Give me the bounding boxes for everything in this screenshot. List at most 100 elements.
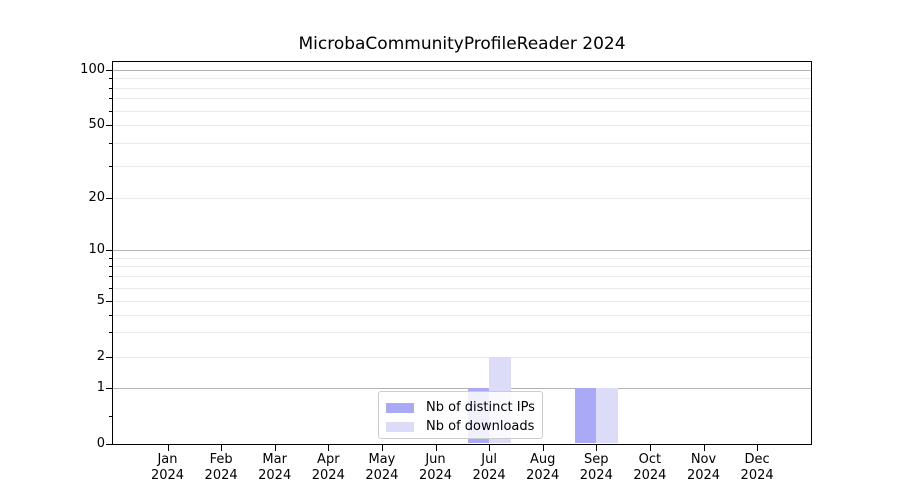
y-minor-tick-60: [109, 110, 112, 112]
bar-nb-of-downloads-sep: [596, 388, 618, 443]
x-tick-label-apr: Apr 2024: [298, 452, 358, 484]
x-tick-label-month: May: [368, 452, 396, 467]
chart-title: MicrobaCommunityProfileReader 2024: [298, 34, 626, 54]
y-tick-label-100: 100: [80, 62, 105, 77]
x-tick-label-mar: Mar 2024: [245, 452, 305, 484]
gridline-y-6: [113, 287, 811, 289]
x-tick-label-year: 2024: [633, 468, 667, 483]
x-tick-label-year: 2024: [686, 468, 721, 483]
y-tick-50: [106, 125, 112, 126]
y-tick-0: [106, 444, 112, 445]
y-minor-tick-70: [109, 98, 112, 100]
gridline-y-30: [113, 165, 811, 167]
x-tick-label-dec: Dec 2024: [727, 452, 787, 484]
y-tick-5: [106, 301, 112, 302]
x-tick-sep: [596, 445, 598, 451]
gridline-y-80: [113, 87, 811, 89]
x-tick-label-month: Nov: [690, 452, 717, 467]
y-minor-tick-9: [109, 257, 112, 259]
x-tick-label-jun: Jun 2024: [406, 452, 466, 484]
x-tick-label-year: 2024: [311, 468, 345, 483]
x-tick-label-month: Aug: [529, 452, 556, 467]
x-tick-dec: [757, 445, 759, 451]
gridline-y-8: [113, 266, 811, 268]
legend-label-downloads: Nb of downloads: [426, 419, 535, 434]
x-tick-label-month: Apr: [317, 452, 340, 467]
x-tick-label-month: Oct: [638, 452, 662, 467]
bar-nb-of-distinct-ips-sep: [574, 388, 597, 443]
legend-item-distinct-ips: Nb of distinct IPs: [386, 398, 542, 417]
gridline-y-2: [113, 357, 811, 358]
x-tick-apr: [328, 445, 330, 451]
x-tick-label-year: 2024: [740, 468, 774, 483]
x-tick-label-jul: Jul 2024: [459, 452, 519, 484]
y-tick-1: [106, 388, 112, 389]
x-tick-label-year: 2024: [365, 468, 399, 483]
x-tick-label-year: 2024: [204, 468, 238, 483]
y-tick-label-1: 1: [96, 380, 105, 395]
x-tick-label-sep: Sep 2024: [566, 452, 626, 484]
x-tick-label-month: Feb: [209, 452, 233, 467]
x-tick-label-aug: Aug 2024: [513, 452, 573, 484]
legend-swatch-distinct-ips: [386, 402, 414, 413]
x-tick-label-month: Jul: [481, 452, 497, 467]
gridline-y-7: [113, 276, 811, 278]
x-tick-mar: [274, 445, 276, 451]
y-minor-tick-0.5: [109, 416, 112, 417]
gridline-y-1: [113, 388, 811, 389]
y-minor-tick-4: [109, 314, 112, 316]
y-tick-100: [106, 70, 112, 71]
gridline-y-40: [113, 142, 811, 144]
y-minor-tick-7: [109, 276, 112, 278]
gridline-y-100: [113, 70, 811, 71]
y-tick-label-20: 20: [88, 190, 105, 205]
x-tick-label-year: 2024: [418, 468, 453, 483]
y-tick-label-2: 2: [96, 349, 105, 364]
y-minor-tick-6: [109, 287, 112, 289]
y-minor-tick-90: [109, 78, 112, 80]
x-tick-label-jan: Jan 2024: [138, 452, 198, 484]
x-tick-label-nov: Nov 2024: [674, 452, 734, 484]
x-tick-feb: [221, 445, 223, 451]
x-tick-label-month: Jan: [157, 452, 178, 467]
legend-item-downloads: Nb of downloads: [386, 417, 542, 436]
x-tick-label-oct: Oct 2024: [620, 452, 680, 484]
gridline-y-4: [113, 314, 811, 316]
x-tick-label-year: 2024: [579, 468, 613, 483]
x-tick-may: [381, 445, 383, 451]
gridline-y-3: [113, 332, 811, 334]
gridline-y-5: [113, 301, 811, 302]
x-tick-label-year: 2024: [258, 468, 292, 483]
y-tick-label-10: 10: [88, 242, 105, 257]
y-minor-tick-30: [109, 165, 112, 167]
x-tick-label-month: Jun: [425, 452, 446, 467]
legend-swatch-downloads: [386, 421, 414, 432]
y-tick-10: [106, 250, 112, 251]
x-tick-label-year: 2024: [526, 468, 560, 483]
y-tick-label-5: 5: [96, 293, 105, 308]
x-tick-label-month: Dec: [744, 452, 770, 467]
gridline-y-50: [113, 125, 811, 126]
x-tick-nov: [703, 445, 705, 451]
x-tick-label-month: Sep: [584, 452, 609, 467]
x-tick-label-feb: Feb 2024: [191, 452, 251, 484]
legend: Nb of distinct IPs Nb of downloads: [378, 391, 543, 439]
x-tick-jan: [167, 445, 169, 451]
plot-area: [112, 61, 812, 445]
gridline-y-60: [113, 110, 811, 112]
gridline-y-20: [113, 198, 811, 199]
x-tick-label-year: 2024: [150, 468, 185, 483]
y-tick-20: [106, 198, 112, 199]
y-minor-tick-8: [109, 266, 112, 268]
y-minor-tick-40: [109, 142, 112, 144]
y-tick-label-0: 0: [96, 436, 105, 451]
x-tick-aug: [542, 445, 544, 451]
gridline-y-70: [113, 98, 811, 100]
gridline-y-90: [113, 78, 811, 80]
x-tick-oct: [649, 445, 651, 451]
gridline-y-9: [113, 257, 811, 259]
y-tick-2: [106, 357, 112, 358]
x-tick-jul: [489, 445, 491, 451]
y-tick-label-50: 50: [88, 117, 105, 132]
